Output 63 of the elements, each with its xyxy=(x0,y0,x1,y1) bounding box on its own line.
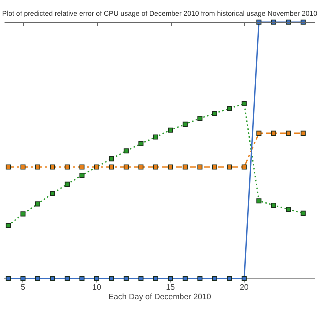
point xyxy=(109,156,114,162)
point xyxy=(6,164,12,170)
point xyxy=(124,276,129,282)
point xyxy=(198,116,203,122)
point xyxy=(6,276,12,282)
point xyxy=(64,276,70,282)
x-tick-label: 20 xyxy=(240,282,250,292)
point xyxy=(168,128,174,133)
point xyxy=(20,164,26,170)
point xyxy=(153,164,158,170)
point xyxy=(168,276,174,282)
point xyxy=(271,202,276,208)
point xyxy=(286,130,292,136)
x-tick-label: 10 xyxy=(92,282,102,292)
point xyxy=(212,111,218,116)
point xyxy=(242,164,247,170)
point xyxy=(35,164,40,170)
point xyxy=(138,276,144,282)
point xyxy=(94,276,100,282)
point xyxy=(20,276,26,282)
x-tick-label: 5 xyxy=(21,282,26,292)
point xyxy=(227,276,232,282)
point xyxy=(212,276,218,282)
point xyxy=(64,182,70,187)
point xyxy=(182,164,188,170)
point xyxy=(227,106,232,112)
point xyxy=(6,223,12,228)
point xyxy=(153,134,158,140)
x-tick-label: 15 xyxy=(166,282,176,292)
point xyxy=(153,276,158,282)
point xyxy=(124,148,129,154)
point xyxy=(198,276,203,282)
point xyxy=(80,164,85,170)
point xyxy=(256,130,262,136)
point xyxy=(242,101,247,106)
point xyxy=(212,164,218,170)
point xyxy=(256,198,262,204)
point xyxy=(182,276,188,282)
point xyxy=(198,164,203,170)
point xyxy=(242,276,247,282)
point xyxy=(124,164,129,170)
point xyxy=(271,130,276,136)
x-axis-title: Each Day of December 2010 xyxy=(108,292,212,302)
point xyxy=(64,164,70,170)
point xyxy=(182,122,188,127)
point xyxy=(109,164,114,170)
point xyxy=(138,164,144,170)
point xyxy=(35,276,40,282)
point xyxy=(286,207,292,212)
point xyxy=(300,210,306,216)
point xyxy=(94,164,100,170)
point xyxy=(50,164,56,170)
point xyxy=(300,130,306,136)
point xyxy=(109,276,114,282)
point xyxy=(50,276,56,282)
point xyxy=(227,164,232,170)
point xyxy=(50,191,56,196)
point xyxy=(168,164,174,170)
point xyxy=(20,212,26,217)
point xyxy=(138,141,144,146)
point xyxy=(80,276,85,282)
point xyxy=(35,202,40,207)
point xyxy=(80,172,85,178)
